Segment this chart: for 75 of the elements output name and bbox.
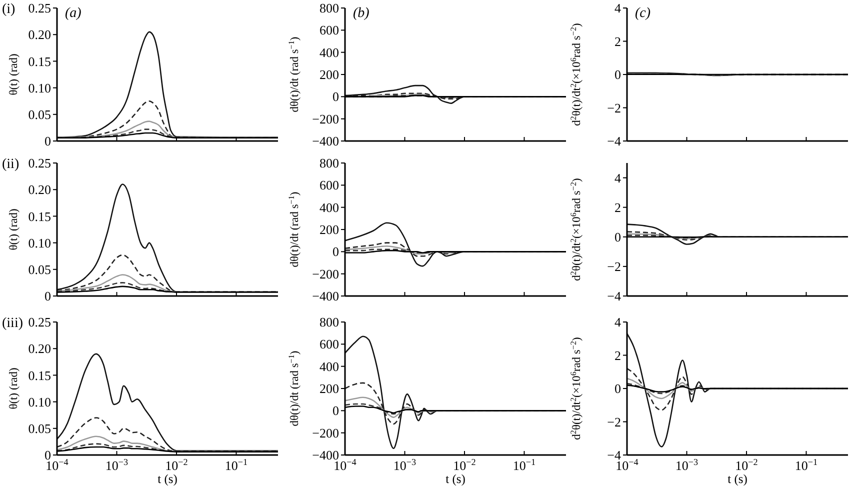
text: (i) [2, 2, 16, 17]
y-tick-label: 0.10 [28, 235, 51, 250]
y-tick-label: 0 [44, 134, 51, 149]
y-tick-label: 400 [320, 358, 339, 374]
y-axis-title: θ(t) (rad) [8, 368, 20, 410]
y-tick-label: −4 [607, 288, 622, 304]
y-tick-label: 0.10 [28, 394, 51, 410]
y-tick-label: −200 [312, 111, 339, 126]
y-tick-label: 600 [320, 22, 339, 38]
text: (iii) [2, 316, 24, 331]
y-tick-label: 0.15 [28, 54, 51, 69]
y-tick-label: −2 [607, 258, 621, 274]
y-tick-label: 600 [320, 336, 339, 352]
y-tick-label: 0 [614, 229, 621, 244]
y-tick-label: 800 [320, 0, 339, 16]
y-tick-label: 0.05 [28, 106, 51, 122]
y-tick-label: 400 [320, 44, 339, 60]
y-tick-label: 0 [332, 89, 339, 104]
y-tick-label: 0.20 [28, 27, 51, 42]
y-tick-label: 0.15 [28, 368, 51, 383]
x-tick-label: 10$^{−1}$ [512, 457, 536, 473]
x-axis-title: t (s) [446, 472, 466, 486]
y-tick-label: 0 [614, 381, 621, 396]
y-tick-label: 4 [614, 314, 622, 330]
y-tick-label: 0.25 [28, 314, 51, 330]
x-tick-label: 10$^{−2}$ [735, 457, 758, 473]
y-tick-label: 0.05 [28, 262, 51, 277]
y-tick-label: 4 [614, 0, 622, 16]
y-tick-label: 0.05 [28, 420, 51, 436]
y-axis-title: θ(t) (rad) [8, 208, 20, 250]
x-tick-label: 10$^{−2}$ [165, 457, 188, 473]
y-tick-label: 200 [320, 222, 339, 238]
x-tick-label: 10$^{−3}$ [393, 457, 417, 473]
y-tick-label: 2 [614, 348, 621, 363]
annotation: (b) [353, 6, 370, 21]
y-tick-label: 0.20 [28, 341, 51, 356]
y-tick-label: 2 [614, 200, 621, 215]
y-tick-label: −200 [312, 266, 339, 282]
y-axis-title: θ(t) (rad) [8, 54, 20, 96]
y-tick-label: 0.25 [28, 0, 51, 16]
y-tick-label: −400 [312, 448, 339, 463]
y-tick-label: 800 [320, 156, 339, 171]
x-axis-title: t (s) [728, 472, 748, 486]
y-tick-label: −400 [312, 288, 339, 304]
x-tick-label: 10$^{−3}$ [105, 457, 129, 473]
y-tick-label: 0 [44, 448, 51, 463]
y-tick-label: 4 [614, 170, 622, 186]
y-tick-label: 200 [320, 67, 339, 82]
y-tick-label: −200 [312, 425, 339, 440]
x-tick-label: 10$^{−1}$ [224, 457, 248, 473]
y-tick-label: 0.15 [28, 208, 51, 224]
x-tick-label: 10$^{−3}$ [675, 457, 699, 473]
y-tick-label: 0.25 [28, 156, 51, 171]
y-tick-label: 0.10 [28, 80, 51, 96]
y-tick-label: 0 [614, 67, 621, 82]
x-tick-label: 10$^{−1}$ [794, 457, 818, 473]
y-tick-label: 200 [320, 381, 339, 396]
y-tick-label: 2 [614, 34, 621, 49]
y-tick-label: 0 [332, 403, 339, 418]
y-tick-label: −2 [607, 414, 621, 430]
y-tick-label: −2 [607, 100, 621, 116]
annotation: (c) [635, 6, 651, 21]
y-tick-label: −4 [607, 448, 622, 463]
text: (ii) [2, 157, 20, 172]
y-tick-label: 0 [332, 244, 339, 260]
x-tick-label: 10$^{−2}$ [453, 457, 476, 473]
x-axis-title: t (s) [158, 472, 178, 486]
y-tick-label: 400 [320, 200, 339, 215]
y-tick-label: 0 [44, 288, 51, 304]
y-tick-label: 800 [320, 314, 339, 330]
y-tick-label: 0.20 [28, 182, 51, 198]
y-tick-label: −4 [607, 134, 622, 149]
y-tick-label: −400 [312, 134, 339, 149]
y-tick-label: 600 [320, 178, 339, 193]
annotation: (a) [65, 6, 82, 21]
